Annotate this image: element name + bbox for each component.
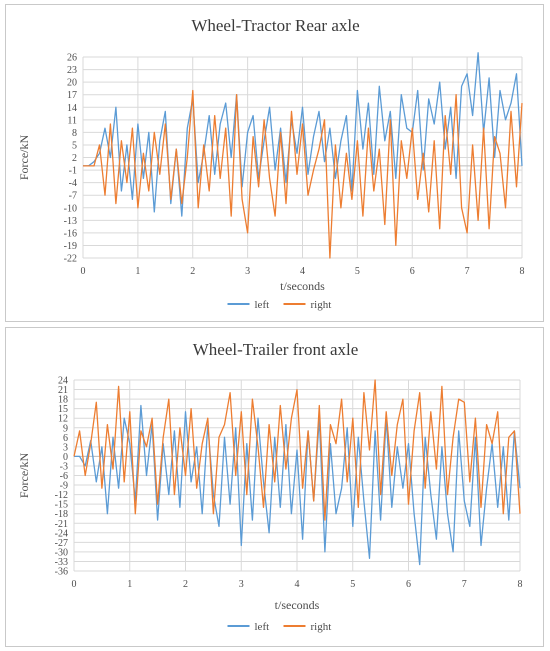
y-tick-label: 11: [67, 115, 77, 126]
x-tick-label: 8: [520, 266, 525, 277]
y-tick-label: -6: [60, 471, 68, 482]
x-tick-label: 6: [410, 266, 415, 277]
x-tick-label: 7: [462, 579, 467, 590]
series-line-left: [83, 52, 523, 217]
chart-title: Wheel-Tractor Rear axle: [191, 16, 359, 35]
y-tick-label: -30: [55, 547, 68, 558]
y-tick-label: -15: [55, 500, 68, 511]
y-tick-label: 20: [67, 78, 77, 89]
x-axis-label: t/seconds: [280, 279, 325, 293]
y-tick-label: -24: [55, 528, 68, 539]
y-tick-label: -1: [69, 166, 77, 177]
series-line-right: [83, 89, 523, 259]
x-tick-label: 8: [518, 579, 523, 590]
y-tick-label: -33: [55, 557, 68, 568]
y-tick-label: -16: [64, 228, 77, 239]
x-tick-label: 5: [355, 266, 360, 277]
y-tick-label: 3: [63, 442, 68, 453]
y-tick-label: 2: [72, 153, 77, 164]
y-tick-label: 9: [63, 423, 68, 434]
y-tick-label: -36: [55, 567, 68, 578]
x-tick-label: 7: [465, 266, 470, 277]
y-tick-label: 17: [67, 90, 77, 101]
chart-title: Wheel-Trailer front axle: [193, 340, 359, 359]
x-tick-label: 4: [300, 266, 305, 277]
y-tick-label: 12: [58, 414, 68, 425]
legend-label-right: right: [311, 621, 332, 633]
y-tick-label: 5: [72, 140, 77, 151]
x-tick-label: 5: [350, 579, 355, 590]
legend-label-left: left: [255, 299, 270, 311]
x-tick-label: 0: [81, 266, 86, 277]
y-tick-label: 26: [67, 53, 77, 64]
y-tick-label: 21: [58, 385, 68, 396]
y-tick-label: 18: [58, 395, 68, 406]
series-line-right: [73, 379, 521, 521]
x-tick-label: 3: [245, 266, 250, 277]
chart-trailer-front-axle: Wheel-Trailer front axle24211815129630-3…: [17, 340, 523, 633]
legend: left right: [227, 621, 332, 633]
y-tick-label: -27: [55, 538, 68, 549]
x-tick-label: 3: [239, 579, 244, 590]
y-tick-label: -21: [55, 519, 68, 530]
legend-label-right: right: [311, 299, 332, 311]
y-tick-label: 0: [63, 452, 68, 463]
y-tick-label: -13: [64, 216, 77, 227]
legend: left right: [227, 299, 332, 311]
series-line-left: [74, 404, 521, 566]
x-tick-label: 4: [295, 579, 300, 590]
x-tick-label: 1: [127, 579, 132, 590]
y-axis-label: Force/kN: [17, 453, 31, 499]
y-tick-label: -22: [64, 254, 77, 265]
y-tick-label: -3: [60, 461, 68, 472]
y-tick-label: 15: [58, 404, 68, 415]
x-tick-label: 6: [406, 579, 411, 590]
x-tick-label: 0: [72, 579, 77, 590]
x-tick-label: 1: [135, 266, 140, 277]
y-tick-label: 14: [67, 103, 77, 114]
y-tick-label: -19: [64, 241, 77, 252]
y-tick-label: 6: [63, 433, 68, 444]
y-tick-label: -10: [64, 203, 77, 214]
y-tick-label: -7: [69, 191, 77, 202]
y-tick-label: -12: [55, 490, 68, 501]
y-tick-label: 8: [72, 128, 77, 139]
y-axis-label: Force/kN: [17, 135, 31, 181]
y-tick-label: 23: [67, 65, 77, 76]
chart-panel-trailer-front-axle: Wheel-Trailer front axle 24 21 18 15 12 9 6 3 0 -3…: [5, 327, 544, 647]
legend-label-left: left: [255, 621, 270, 633]
y-tick-label: -4: [69, 178, 77, 189]
chart-panel-tractor-rear-axle: Wheel-Tractor Rear axle 26 23 20 17 14 11 8 5 2 -1…: [5, 4, 544, 322]
y-tick-label: -18: [55, 509, 68, 520]
y-tick-label: 24: [58, 376, 68, 387]
x-tick-label: 2: [183, 579, 188, 590]
y-tick-label: -9: [60, 481, 68, 492]
x-axis-label: t/seconds: [275, 598, 320, 612]
chart-tractor-rear-axle: Wheel-Tractor Rear axle262320171411852-1…: [17, 16, 525, 311]
x-tick-label: 2: [190, 266, 195, 277]
